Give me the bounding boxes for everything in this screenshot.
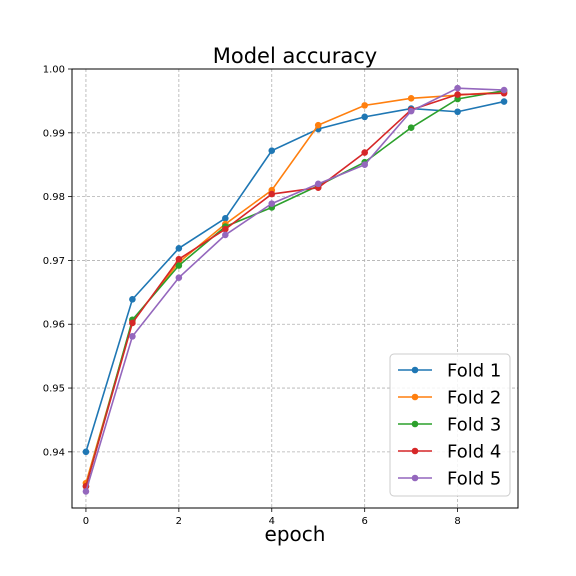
data-point [222,215,229,222]
legend: Fold 1 Fold 2 Fold 3 Fold 4 Fold 5 [389,353,511,497]
x-tick-label: 0 [83,516,89,527]
series-layer [82,84,508,495]
series-line [85,87,505,492]
legend-marker [411,474,419,482]
data-point [129,319,136,327]
legend-marker [411,393,419,401]
legend-item: Fold 1 [398,361,501,382]
data-point [361,149,368,156]
legend-label: Fold 3 [447,415,501,436]
series-1 [82,98,508,456]
data-point [268,200,276,207]
series-line [85,92,505,487]
series-line [85,89,505,487]
data-point [268,147,276,154]
data-point [407,124,415,132]
legend-item: Fold 5 [398,469,501,490]
y-tick-label: 0.99 [43,128,65,139]
legend-item: Fold 2 [398,388,501,409]
series-line [85,100,505,453]
data-point [222,231,229,239]
y-tick-label: 0.95 [43,384,65,395]
data-point [361,161,368,169]
plot-frame [71,68,519,509]
data-point [268,190,276,198]
legend-box [389,353,511,497]
data-point [500,86,508,94]
data-point [222,225,229,233]
data-point [175,262,183,269]
data-point [500,98,508,105]
data-point [175,245,183,252]
data-point [314,180,322,188]
x-tick-label: 2 [176,516,182,527]
legend-label: Fold 5 [447,469,501,490]
data-point [314,121,322,129]
data-point [407,95,415,102]
legend-item: Fold 3 [398,415,501,436]
legend-marker [411,420,419,428]
y-tick-label: 0.97 [43,256,65,267]
y-tick-label: 1.00 [43,65,65,76]
data-point [454,108,461,116]
data-point [454,84,461,92]
chart-title: Model accuracy [213,44,377,68]
series-5 [82,84,508,495]
legend-label: Fold 1 [447,361,501,382]
data-point [82,448,90,456]
legend-marker [411,366,419,374]
x-tick-label: 4 [269,516,275,527]
data-point [129,333,136,340]
legend-marker [411,447,419,455]
legend-label: Fold 2 [447,388,501,409]
data-point [129,296,136,303]
y-tick-label: 0.94 [43,447,65,458]
y-tick-label: 0.98 [43,192,65,203]
data-point [175,274,183,281]
x-tick-label: 6 [362,516,368,527]
legend-item: Fold 4 [398,442,501,463]
data-point [82,488,90,495]
data-point [407,107,415,115]
y-axis: 0.94 0.95 0.96 0.97 0.98 0.99 1.00 [43,65,72,458]
data-point [361,102,368,109]
y-tick-label: 0.96 [43,320,65,331]
data-point [454,91,461,98]
x-axis: 0 2 4 6 8 [83,508,461,527]
x-tick-label: 8 [454,516,460,527]
data-point [361,113,368,121]
x-axis-label: epoch [265,522,326,546]
data-point [175,255,183,263]
legend-label: Fold 4 [447,442,501,463]
